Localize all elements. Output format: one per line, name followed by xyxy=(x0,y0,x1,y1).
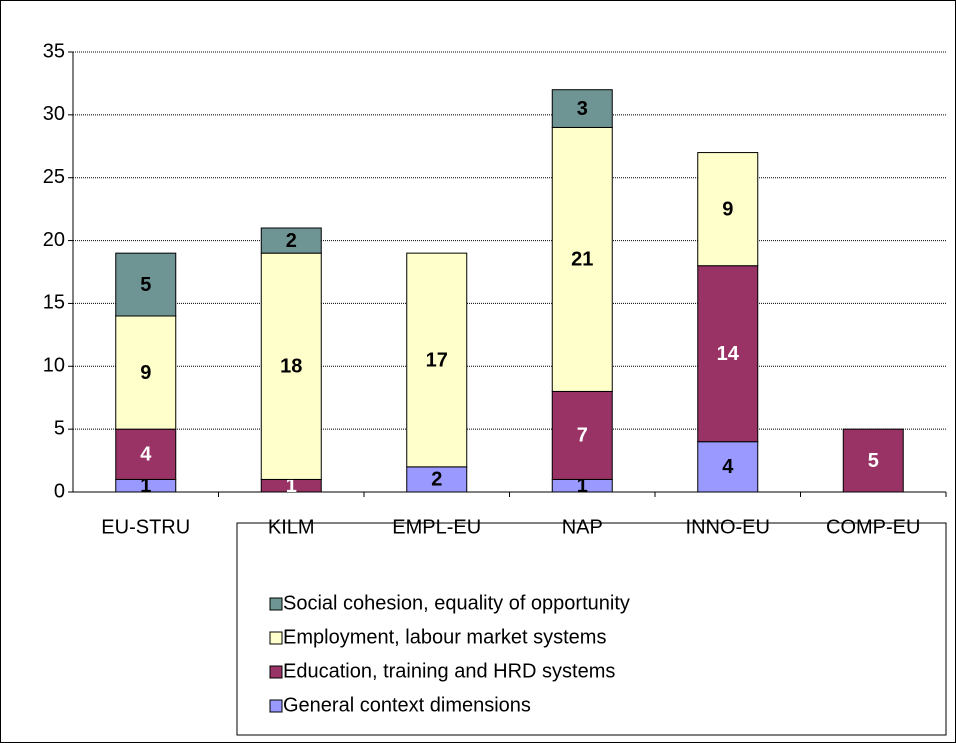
legend-label: General context dimensions xyxy=(283,694,531,716)
data-label: 1 xyxy=(577,475,588,497)
data-label: 9 xyxy=(722,198,733,220)
bar-segment xyxy=(697,152,759,267)
y-tick-label: 35 xyxy=(43,40,65,62)
data-label: 17 xyxy=(426,349,448,371)
x-tick-label: EMPL-EU xyxy=(392,516,481,538)
bar-segment xyxy=(551,126,613,392)
bar-segment xyxy=(697,441,759,493)
bar-segment xyxy=(551,390,613,480)
y-tick-label: 30 xyxy=(43,103,65,125)
legend-label: Employment, labour market systems xyxy=(283,626,606,648)
data-label: 2 xyxy=(286,230,297,252)
data-label: 5 xyxy=(140,274,151,296)
legend-box xyxy=(236,522,947,736)
x-tick-label: KILM xyxy=(268,516,315,538)
legend-label: Social cohesion, equality of opportunity xyxy=(283,592,630,614)
x-tick-label: INNO-EU xyxy=(686,516,770,538)
legend-swatch xyxy=(269,631,283,645)
data-label: 1 xyxy=(286,475,297,497)
data-label: 1 xyxy=(140,475,151,497)
data-label: 5 xyxy=(868,450,879,472)
y-tick-label: 15 xyxy=(43,292,65,314)
y-tick-label: 25 xyxy=(43,166,65,188)
legend-swatch xyxy=(269,665,283,679)
x-tick-label: EU-STRU xyxy=(101,516,190,538)
data-label: 9 xyxy=(140,362,151,384)
bar-segment xyxy=(842,428,904,493)
y-tick-label: 0 xyxy=(54,480,65,502)
bar-segment xyxy=(115,252,177,317)
legend-label: Education, training and HRD systems xyxy=(283,660,615,682)
legend-swatch xyxy=(269,699,283,713)
data-label: 4 xyxy=(140,444,152,466)
bar-segment xyxy=(115,428,177,480)
legend-swatch xyxy=(269,597,283,611)
y-tick-label: 20 xyxy=(43,229,65,251)
data-label: 2 xyxy=(431,469,442,491)
x-tick-label: COMP-EU xyxy=(826,516,920,538)
data-label: 3 xyxy=(577,98,588,120)
bar-segment xyxy=(551,89,613,128)
data-label: 21 xyxy=(571,249,593,271)
y-tick-label: 10 xyxy=(43,355,65,377)
bar-segment xyxy=(406,252,468,468)
data-label: 7 xyxy=(577,425,588,447)
data-label: 18 xyxy=(280,356,302,378)
bar-segment xyxy=(260,252,322,480)
y-tick-label: 5 xyxy=(54,417,65,439)
data-label: 14 xyxy=(717,343,740,365)
x-tick-label: NAP xyxy=(562,516,603,538)
data-label: 4 xyxy=(722,456,734,478)
bar-segment xyxy=(260,227,322,254)
